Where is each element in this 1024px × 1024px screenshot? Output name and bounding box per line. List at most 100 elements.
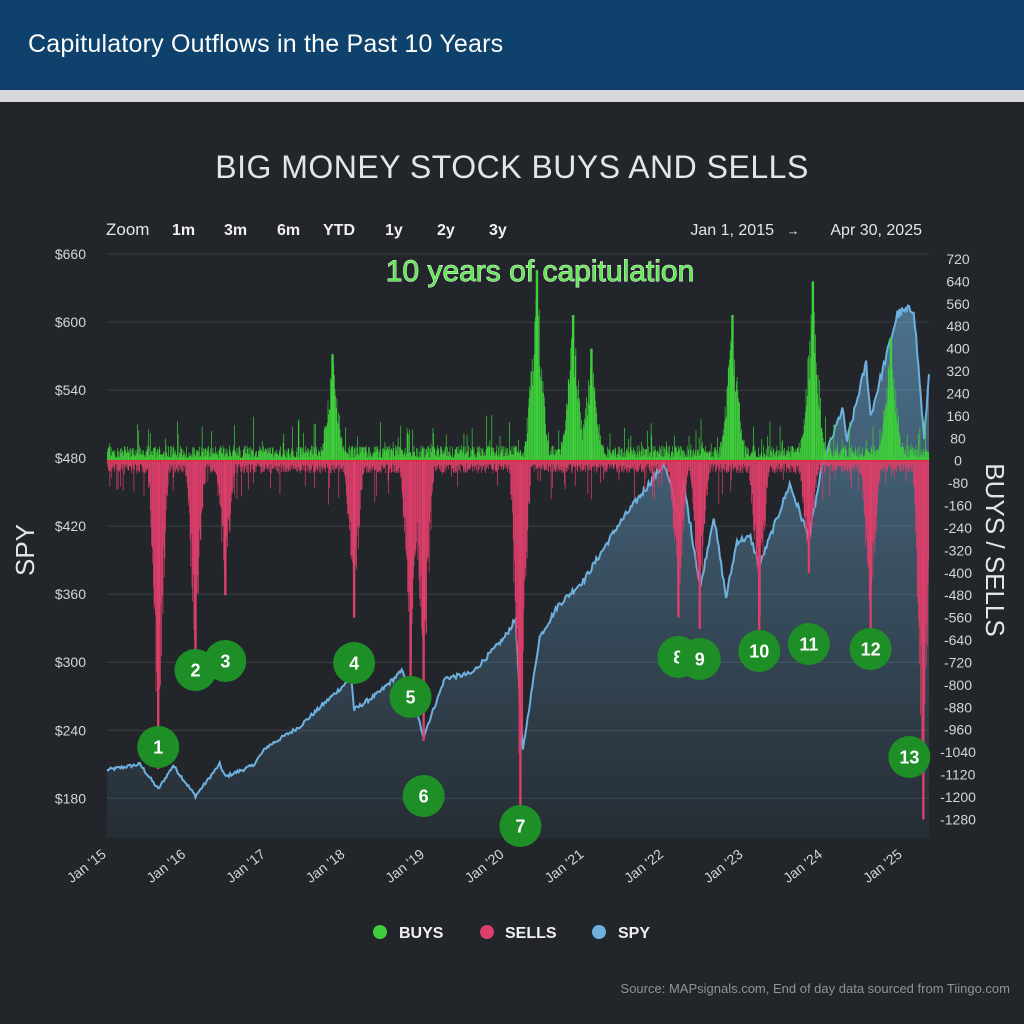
buy-bar <box>845 449 847 461</box>
zoom-ytd-button[interactable]: YTD <box>323 222 355 239</box>
sell-bar <box>466 460 468 473</box>
sell-spike-7 <box>519 460 522 825</box>
zoom-2y-button[interactable]: 2y <box>437 222 455 239</box>
sell-bar <box>580 460 582 473</box>
event-marker-3[interactable]: 3 <box>204 640 247 682</box>
buy-bar <box>626 447 628 461</box>
legend-item-buys[interactable]: BUYS <box>373 925 444 942</box>
buy-bar <box>239 445 240 461</box>
buy-bar <box>431 446 433 461</box>
event-marker-6[interactable]: 6 <box>402 775 445 817</box>
event-marker-4[interactable]: 4 <box>333 642 376 684</box>
buy-bar <box>469 457 470 461</box>
right-tick-label: -80 <box>948 475 968 491</box>
buy-bar <box>521 455 523 461</box>
buy-bar <box>273 457 274 461</box>
buy-bar <box>151 450 153 461</box>
event-marker-1[interactable]: 1 <box>137 726 180 768</box>
sell-bar <box>261 460 262 473</box>
buy-bar <box>299 457 300 461</box>
sell-bar <box>693 460 694 510</box>
buy-bar <box>141 454 142 461</box>
sell-bar <box>632 460 634 468</box>
sell-bar <box>867 460 869 567</box>
zoom-3m-button[interactable]: 3m <box>224 222 247 239</box>
buy-bar <box>675 445 677 461</box>
event-marker-10[interactable]: 10 <box>738 630 781 672</box>
sell-bar <box>723 460 725 468</box>
buy-bar <box>352 446 354 461</box>
sell-bar <box>657 460 659 473</box>
sell-bar <box>614 460 615 468</box>
buy-bar <box>714 450 716 461</box>
event-marker-11[interactable]: 11 <box>787 623 830 665</box>
sell-bar <box>549 460 551 467</box>
buy-bar <box>752 446 754 461</box>
range-end-date[interactable]: Apr 30, 2025 <box>830 222 922 239</box>
buy-bar <box>440 446 441 461</box>
buy-bar <box>370 454 372 461</box>
event-marker-5[interactable]: 5 <box>389 676 432 718</box>
sell-bar <box>825 460 826 465</box>
buy-bar <box>574 355 576 461</box>
buy-bar <box>303 451 305 461</box>
zoom-1y-button[interactable]: 1y <box>385 222 403 239</box>
sell-bar <box>773 460 775 472</box>
sell-bar <box>426 460 428 562</box>
buy-bar <box>384 442 386 461</box>
buy-bar <box>433 433 434 461</box>
sell-bar <box>315 460 317 472</box>
sell-bar <box>299 460 300 472</box>
right-tick-label: 0 <box>954 453 962 469</box>
sell-bar <box>130 460 132 467</box>
buy-bar <box>794 451 795 461</box>
buy-bar <box>637 453 639 461</box>
sell-bar <box>124 460 125 475</box>
sell-bar <box>814 460 816 492</box>
sell-bar <box>503 460 505 469</box>
buy-bar <box>497 455 498 461</box>
sell-bar <box>915 460 917 515</box>
sell-bar <box>124 460 126 466</box>
event-marker-12[interactable]: 12 <box>849 628 892 670</box>
sell-bar <box>688 460 689 471</box>
event-marker-7[interactable]: 7 <box>499 805 542 847</box>
zoom-3y-button[interactable]: 3y <box>489 222 507 239</box>
buy-bar <box>450 457 452 461</box>
sell-bar <box>431 460 433 496</box>
buy-bar <box>223 448 225 461</box>
zoom-6m-button[interactable]: 6m <box>277 222 300 239</box>
buy-bar <box>200 455 202 461</box>
buy-bar <box>560 455 562 461</box>
buy-bar <box>729 350 731 461</box>
buy-bar <box>548 432 550 461</box>
buy-bar <box>194 456 196 461</box>
buy-bar <box>636 454 637 461</box>
buy-bar <box>328 414 329 461</box>
sell-bar <box>165 460 166 532</box>
sell-bar <box>299 460 301 471</box>
buy-bar <box>398 454 400 461</box>
range-start-date[interactable]: Jan 1, 2015 <box>690 222 774 239</box>
sell-bar <box>546 460 548 471</box>
sell-bar <box>831 460 833 473</box>
sell-bar <box>287 460 289 471</box>
sell-bar <box>258 460 260 467</box>
legend-item-sells[interactable]: SELLS <box>480 925 557 942</box>
sell-bar <box>889 460 890 467</box>
buy-bar <box>460 449 462 461</box>
buy-bar <box>799 448 801 461</box>
sell-bar <box>216 460 218 475</box>
event-marker-9[interactable]: 9 <box>678 638 721 680</box>
sell-bar <box>491 460 493 470</box>
legend-item-spy[interactable]: SPY <box>592 925 650 942</box>
event-marker-number: 11 <box>799 635 818 655</box>
buy-bar <box>923 448 924 461</box>
buy-bar <box>691 457 692 461</box>
left-tick-label: $480 <box>55 450 86 466</box>
event-marker-13[interactable]: 13 <box>888 736 931 778</box>
zoom-1m-button[interactable]: 1m <box>172 222 195 239</box>
buy-bar <box>281 456 283 461</box>
sell-bar <box>127 460 128 470</box>
buy-bar <box>581 419 582 461</box>
